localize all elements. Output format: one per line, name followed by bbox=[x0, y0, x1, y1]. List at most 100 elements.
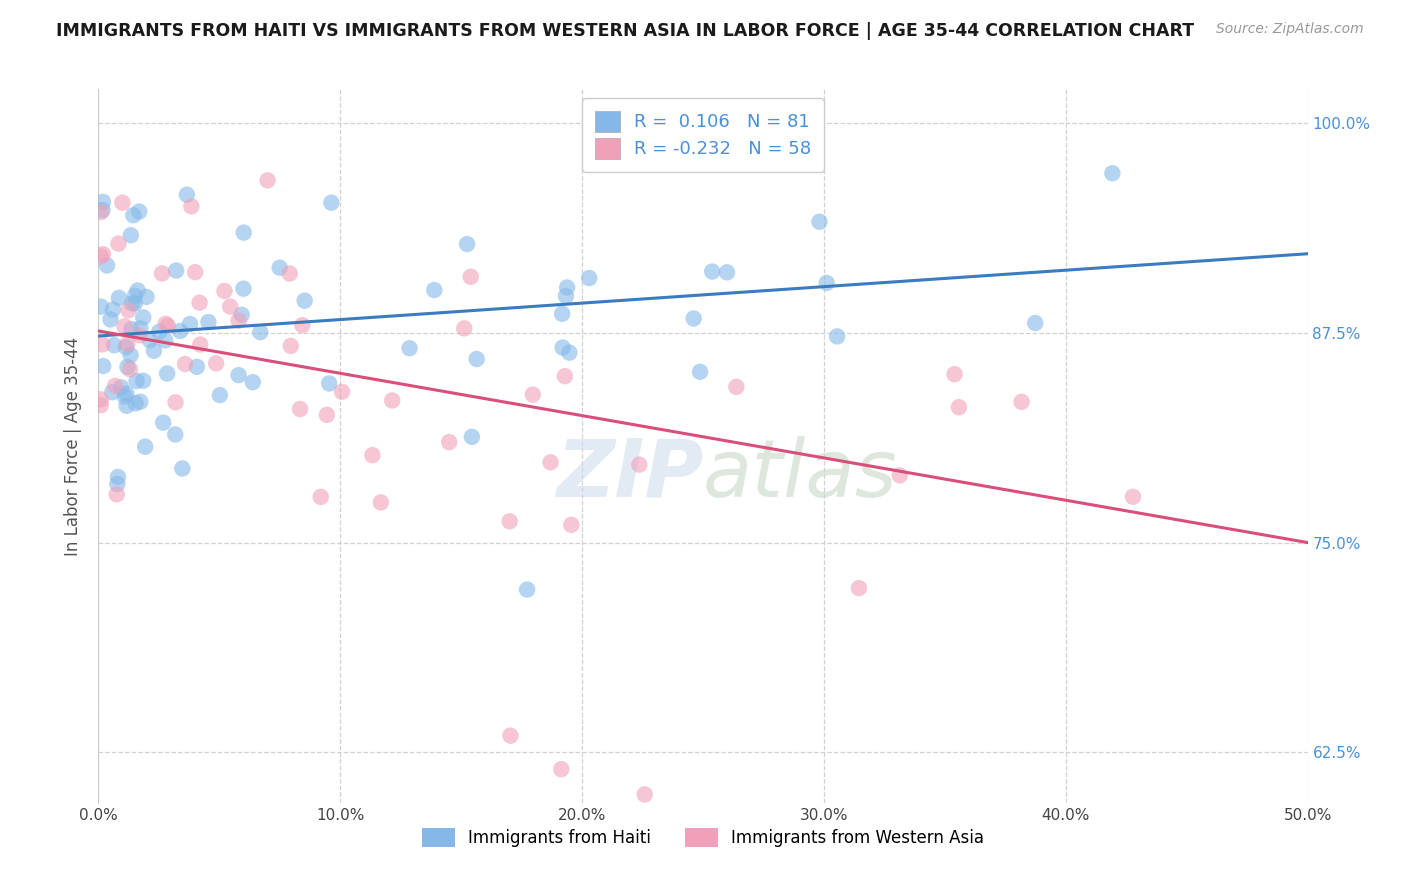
Point bbox=[188, 295, 211, 310]
Point bbox=[121, 296, 143, 310]
Point bbox=[461, 430, 484, 444]
Point bbox=[197, 315, 219, 329]
Point bbox=[278, 267, 301, 281]
Point bbox=[232, 226, 254, 240]
Point bbox=[91, 194, 114, 209]
Point bbox=[219, 300, 242, 314]
Point bbox=[522, 387, 544, 401]
Point bbox=[551, 341, 574, 355]
Point bbox=[498, 514, 520, 528]
Point bbox=[90, 300, 112, 314]
Point bbox=[169, 324, 191, 338]
Point bbox=[848, 581, 870, 595]
Point bbox=[361, 448, 384, 462]
Point bbox=[318, 376, 340, 391]
Point bbox=[91, 203, 114, 218]
Point bbox=[815, 276, 838, 290]
Point bbox=[423, 283, 446, 297]
Point bbox=[174, 357, 197, 371]
Point bbox=[228, 368, 250, 383]
Text: atlas: atlas bbox=[703, 435, 898, 514]
Point bbox=[682, 311, 704, 326]
Point bbox=[107, 236, 129, 251]
Point bbox=[1122, 490, 1144, 504]
Point bbox=[889, 468, 911, 483]
Point bbox=[125, 374, 148, 388]
Point bbox=[101, 302, 124, 317]
Point bbox=[165, 395, 187, 409]
Point bbox=[124, 296, 146, 310]
Point bbox=[288, 402, 311, 417]
Point bbox=[551, 307, 574, 321]
Point bbox=[124, 289, 146, 303]
Point bbox=[186, 359, 208, 374]
Point bbox=[291, 318, 314, 333]
Point bbox=[554, 369, 576, 384]
Point bbox=[150, 267, 173, 281]
Point bbox=[172, 461, 194, 475]
Legend: Immigrants from Haiti, Immigrants from Western Asia: Immigrants from Haiti, Immigrants from W… bbox=[413, 819, 993, 855]
Point bbox=[188, 337, 211, 351]
Point bbox=[499, 729, 522, 743]
Point bbox=[152, 416, 174, 430]
Point bbox=[948, 400, 970, 414]
Point bbox=[110, 380, 132, 394]
Point bbox=[437, 435, 460, 450]
Point bbox=[90, 249, 112, 263]
Point bbox=[165, 427, 187, 442]
Point bbox=[716, 265, 738, 279]
Point bbox=[208, 388, 231, 402]
Point bbox=[111, 195, 134, 210]
Point bbox=[91, 359, 114, 373]
Point bbox=[578, 271, 600, 285]
Point bbox=[107, 470, 129, 484]
Point bbox=[725, 380, 748, 394]
Point bbox=[205, 356, 228, 370]
Point bbox=[132, 310, 155, 325]
Point bbox=[702, 264, 724, 278]
Point bbox=[634, 788, 657, 802]
Point bbox=[101, 385, 124, 400]
Point bbox=[232, 282, 254, 296]
Point bbox=[117, 303, 139, 318]
Point bbox=[96, 259, 118, 273]
Point bbox=[456, 237, 478, 252]
Point bbox=[1011, 394, 1033, 409]
Point bbox=[120, 228, 142, 243]
Point bbox=[156, 367, 179, 381]
Point bbox=[179, 317, 201, 331]
Point bbox=[453, 321, 475, 335]
Point bbox=[555, 280, 578, 294]
Point bbox=[122, 208, 145, 222]
Point bbox=[155, 334, 177, 348]
Point bbox=[115, 340, 138, 354]
Point bbox=[540, 455, 562, 469]
Point bbox=[558, 345, 581, 359]
Point bbox=[943, 367, 966, 381]
Point bbox=[114, 319, 136, 334]
Point bbox=[120, 348, 142, 362]
Point bbox=[228, 313, 250, 327]
Point bbox=[108, 291, 131, 305]
Point bbox=[256, 173, 278, 187]
Point bbox=[104, 379, 127, 393]
Point bbox=[689, 365, 711, 379]
Point bbox=[550, 762, 572, 776]
Point bbox=[315, 408, 337, 422]
Point bbox=[100, 312, 122, 326]
Point bbox=[381, 393, 404, 408]
Point bbox=[91, 337, 114, 351]
Text: ZIP: ZIP bbox=[555, 435, 703, 514]
Point bbox=[628, 458, 651, 472]
Point bbox=[321, 195, 343, 210]
Point bbox=[90, 398, 112, 412]
Point bbox=[398, 341, 420, 355]
Point bbox=[118, 362, 141, 376]
Point bbox=[105, 487, 128, 501]
Point bbox=[555, 289, 578, 303]
Point bbox=[129, 321, 152, 335]
Point bbox=[142, 343, 165, 358]
Point bbox=[155, 317, 177, 331]
Point bbox=[370, 495, 392, 509]
Point bbox=[134, 440, 156, 454]
